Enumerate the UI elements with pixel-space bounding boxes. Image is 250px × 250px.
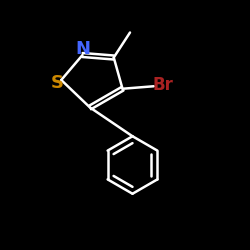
Text: N: N <box>75 40 90 58</box>
Text: S: S <box>50 74 63 92</box>
Text: Br: Br <box>153 76 174 94</box>
